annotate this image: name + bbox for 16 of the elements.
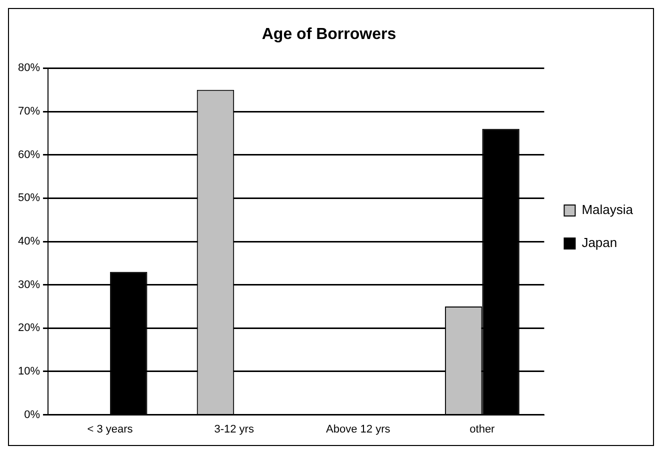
- y-tick-label: 80%: [18, 62, 40, 74]
- y-tick-label: 10%: [18, 366, 40, 378]
- y-tick-label: 20%: [18, 322, 40, 334]
- y-tick-label: 60%: [18, 148, 40, 161]
- y-tick-label: 0%: [24, 408, 40, 421]
- chart-title: Age of Borrowers: [262, 26, 396, 44]
- x-tick-label: < 3 years: [87, 423, 134, 436]
- y-tick-label: 50%: [18, 192, 40, 204]
- y-tick-label: 70%: [18, 106, 40, 118]
- x-tick-label: 3-12 yrs: [214, 423, 254, 436]
- x-tick-label: other: [470, 423, 496, 436]
- x-tick-label: Above 12 yrs: [326, 423, 391, 436]
- legend-label: Japan: [582, 235, 618, 250]
- legend-label: Malaysia: [582, 202, 634, 218]
- y-tick-label: 40%: [18, 236, 40, 248]
- y-tick-label: 30%: [18, 278, 40, 291]
